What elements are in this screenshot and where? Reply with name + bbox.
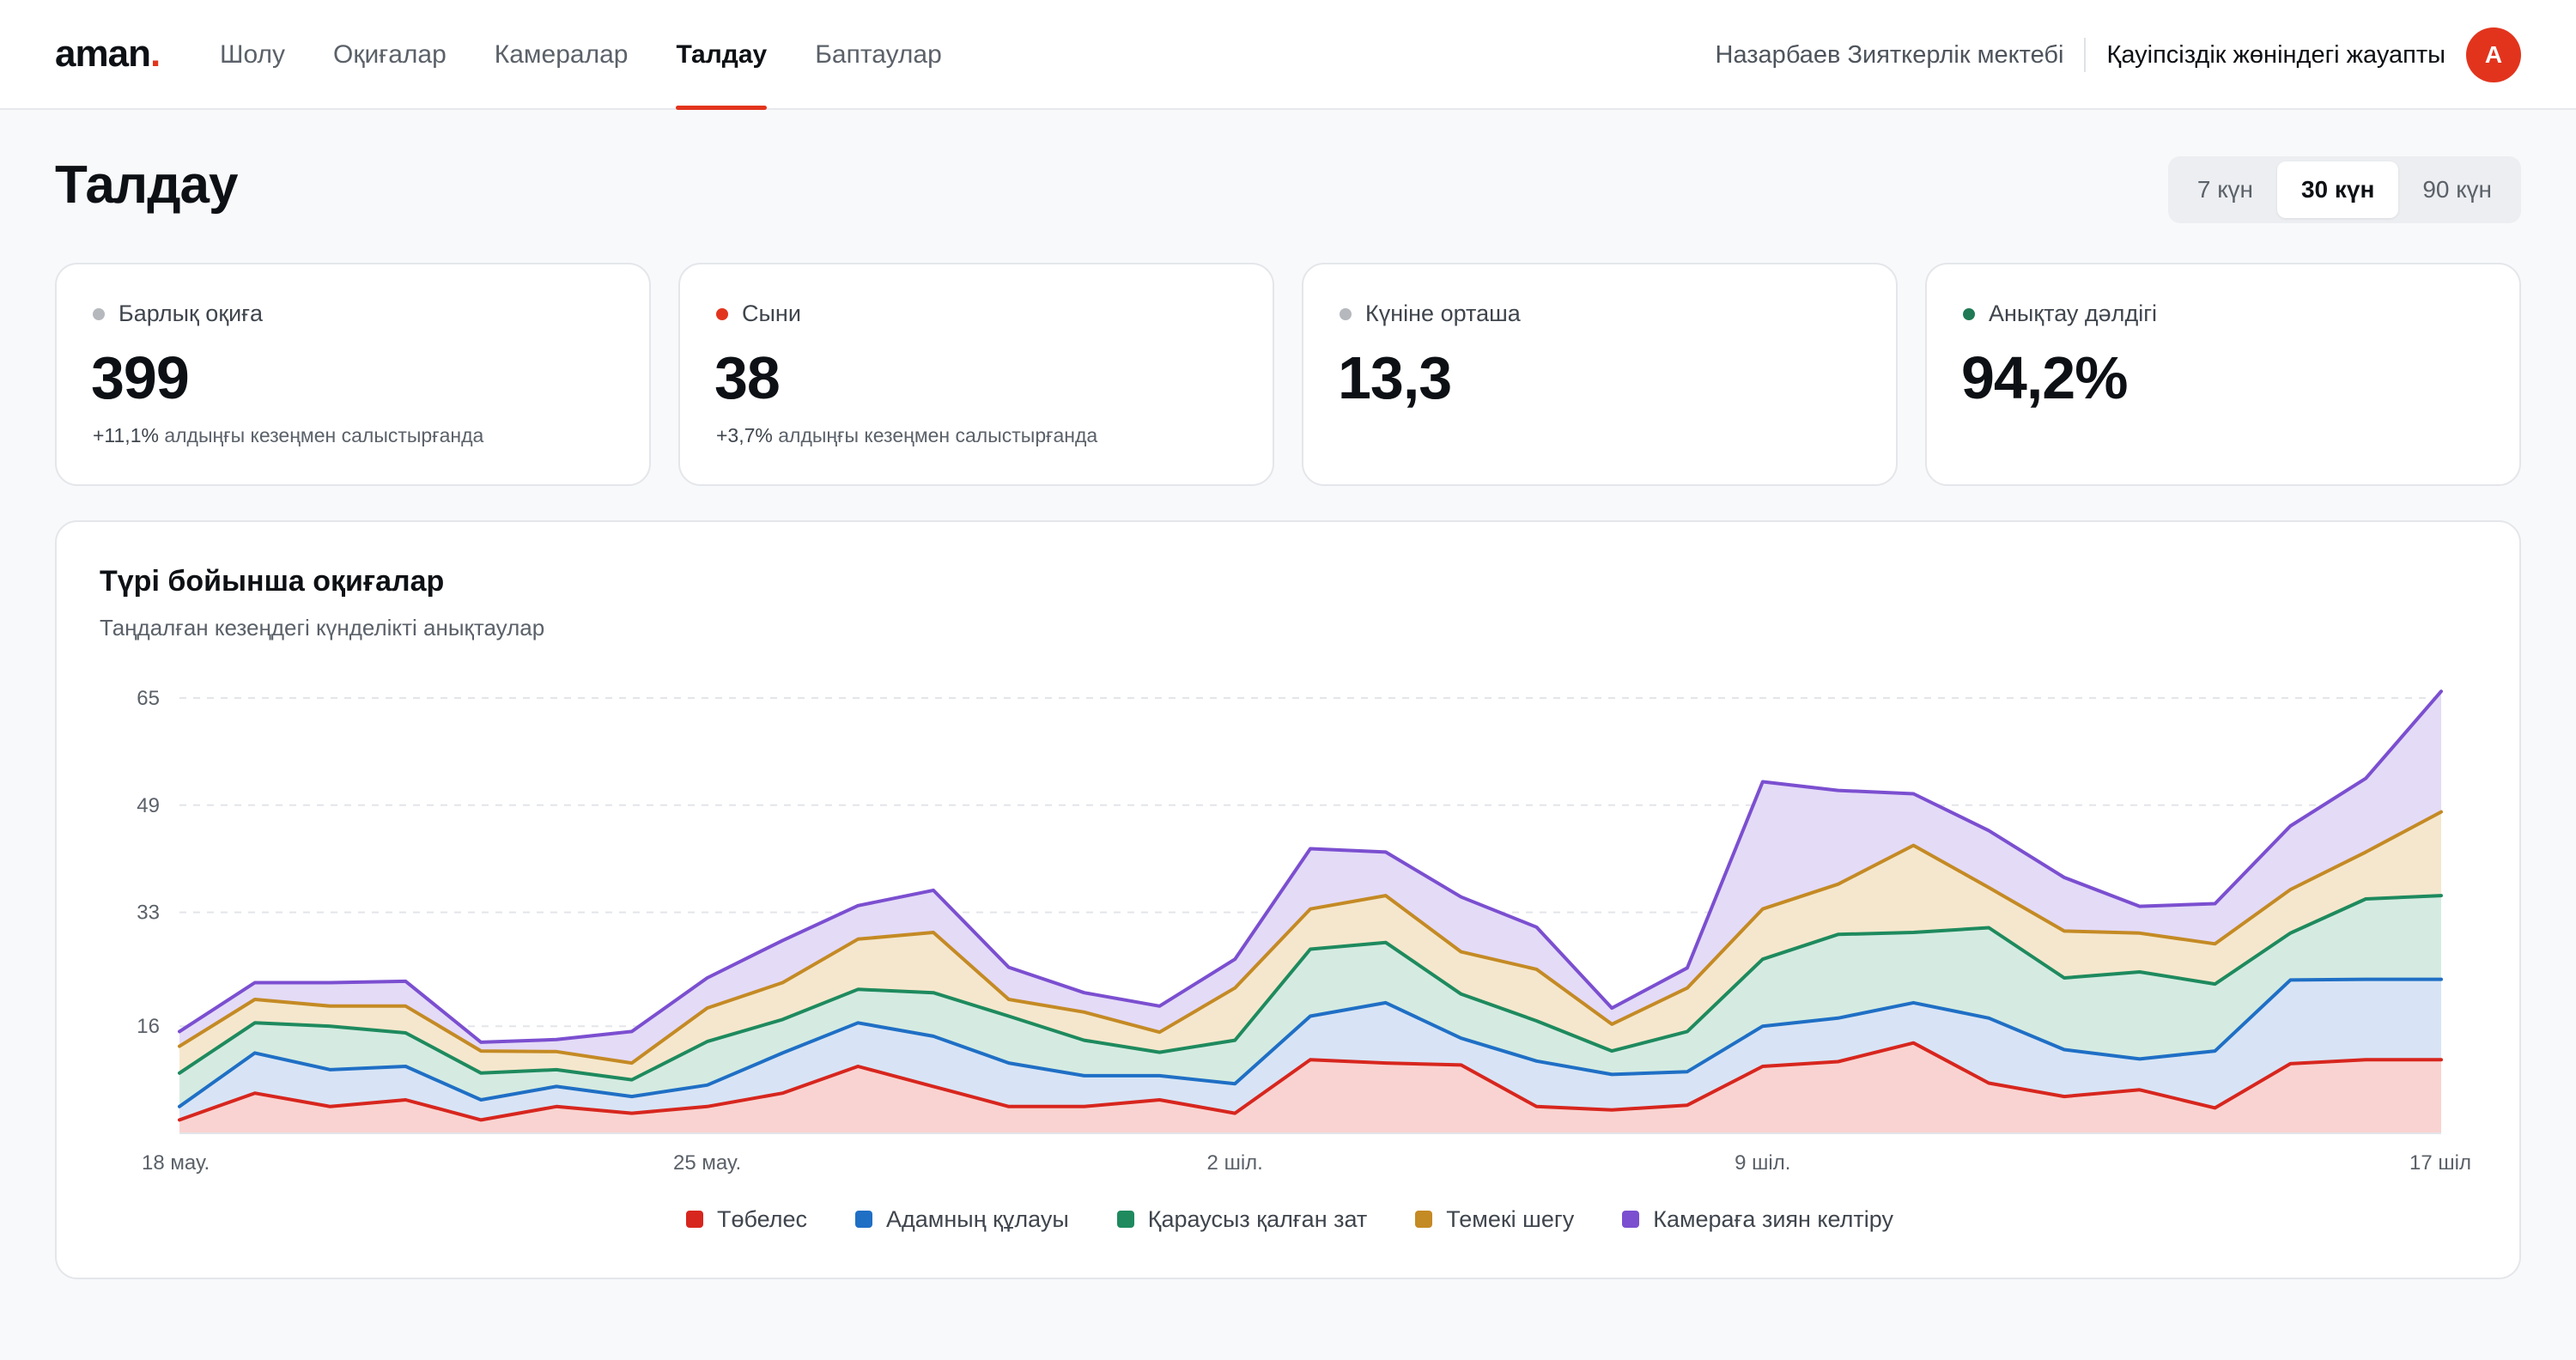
legend-swatch [1116,1211,1134,1228]
stat-change-value: +3,7% [716,424,773,446]
logo-text: aman [55,33,151,75]
legend-label: Төбелес [716,1205,808,1232]
series-area [179,896,2441,1107]
x-tick-label: 9 шіл. [1735,1151,1790,1175]
header-divider [2084,38,2087,72]
nav-item-cameras[interactable]: Камералар [494,40,629,69]
stat-value: 94,2% [1961,344,2128,411]
series-line [178,977,2443,1108]
stat-change-text: алдыңғы кезеңмен салыстырғанда [778,424,1098,446]
series-line [178,810,2443,1066]
nav-item-overview[interactable]: Шолу [220,40,286,69]
stat-label-text: Барлық оқиға [118,301,264,326]
range-30-days-button[interactable]: 30 күн [2276,161,2399,218]
series-line [178,894,2443,1082]
series-area [179,691,2441,1064]
stat-label-text: Күніне орташа [1365,301,1521,326]
stat-label: Барлық оқиға [93,301,263,327]
y-tick-label: 65 [137,687,160,710]
range-7-days-button[interactable]: 7 күн [2196,176,2253,203]
stat-label: Анықтау дәлдігі [1963,301,2157,327]
stat-label: Сыни [716,301,801,327]
x-tick-label: 18 мау. [142,1151,210,1175]
x-tick-label: 2 шіл. [1207,1151,1263,1175]
chart-title: Түрі бойынша оқиғалар [100,565,445,598]
stat-card-detection-accuracy: Анықтау дәлдігі 94,2% [1925,263,2521,486]
logo-dot: . [149,33,161,75]
organization-name: Назарбаев Зияткерлік мектебі [1715,40,2064,69]
range-90-days-button[interactable]: 90 күн [2422,176,2492,203]
series-line [178,689,2443,1044]
nav-item-incidents[interactable]: Оқиғалар [333,40,447,69]
legend-item[interactable]: Қараусыз қалған зат [1116,1205,1368,1233]
chart-subtitle: Таңдалған кезеңдегі күнделікті анықтаула… [100,615,545,641]
stat-label: Күніне орташа [1340,301,1521,327]
legend-item[interactable]: Төбелес [685,1205,808,1233]
stat-change: +11,1% алдыңғы кезеңмен салыстырғанда [93,424,483,447]
main-nav: Шолу Оқиғалар Камералар Талдау Баптаулар [220,0,990,110]
status-dot-icon [93,307,105,320]
user-role: Қауіпсіздік жөніндегі жауапты [2106,40,2445,69]
status-dot-icon [716,307,728,320]
legend-label: Қараусыз қалған зат [1147,1205,1368,1232]
status-dot-icon [1340,307,1352,320]
top-navigation-bar: aman. Шолу Оқиғалар Камералар Талдау Бап… [0,0,2576,110]
series-area [179,979,2441,1120]
series-area [179,1042,2441,1133]
legend-label: Темекі шегу [1446,1205,1575,1232]
stat-card-daily-average: Күніне орташа 13,3 [1302,263,1898,486]
legend-swatch [1415,1211,1433,1228]
series-line [178,1041,2443,1122]
stat-value: 399 [91,344,190,411]
page-title: Талдау [55,155,239,215]
stat-card-total-incidents: Барлық оқиға 399 +11,1% алдыңғы кезеңмен… [55,263,651,486]
x-tick-label: 17 шіл [2409,1151,2471,1175]
legend-item[interactable]: Камераға зиян келтіру [1622,1206,1893,1233]
legend-swatch [1622,1211,1640,1228]
legend-item[interactable]: Темекі шегу [1415,1206,1574,1233]
legend-item[interactable]: Адамның құлауы [855,1206,1069,1233]
x-tick-label: 25 мау. [673,1151,741,1175]
y-tick-label: 16 [137,1015,160,1038]
y-tick-label: 49 [137,794,160,817]
legend-label: Камераға зиян келтіру [1653,1205,1894,1232]
account-area: Назарбаев Зияткерлік мектебі Қауіпсіздік… [1716,0,2521,110]
nav-item-settings[interactable]: Баптаулар [815,40,942,69]
stat-change: +3,7% алдыңғы кезеңмен салыстырғанда [716,424,1097,447]
status-dot-icon [1963,307,1975,320]
y-tick-label: 33 [137,902,160,925]
nav-item-analytics[interactable]: Талдау [676,0,767,110]
stat-value: 38 [714,344,781,411]
legend-swatch [685,1211,703,1228]
legend-label: Адамның құлауы [886,1205,1069,1232]
stat-value: 13,3 [1338,344,1452,411]
avatar[interactable]: A [2466,27,2521,82]
series-area [179,811,2441,1080]
stacked-area-chart: 16 33 49 65 18 мау. 25 мау. 2 шіл. 9 шіл. 17 шіл [137,687,2471,1175]
stat-change-value: +11,1% [93,424,159,446]
period-selector: 7 күн 30 күн 90 күн [2167,156,2521,223]
stat-change-text: алдыңғы кезеңмен салыстырғанда [164,424,484,446]
chart-legend: Төбелес Адамның құлауы Қараусыз қалған зат… [57,1204,2523,1235]
aman-logo[interactable]: aman. [55,33,161,76]
legend-swatch [855,1211,873,1228]
stat-label-text: Сыни [742,301,801,326]
incidents-by-type-card: Түрі бойынша оқиғалар Таңдалған кезеңдег… [55,520,2521,1279]
stat-label-text: Анықтау дәлдігі [1989,301,2158,326]
stat-card-critical: Сыни 38 +3,7% алдыңғы кезеңмен салыстырғ… [678,263,1274,486]
